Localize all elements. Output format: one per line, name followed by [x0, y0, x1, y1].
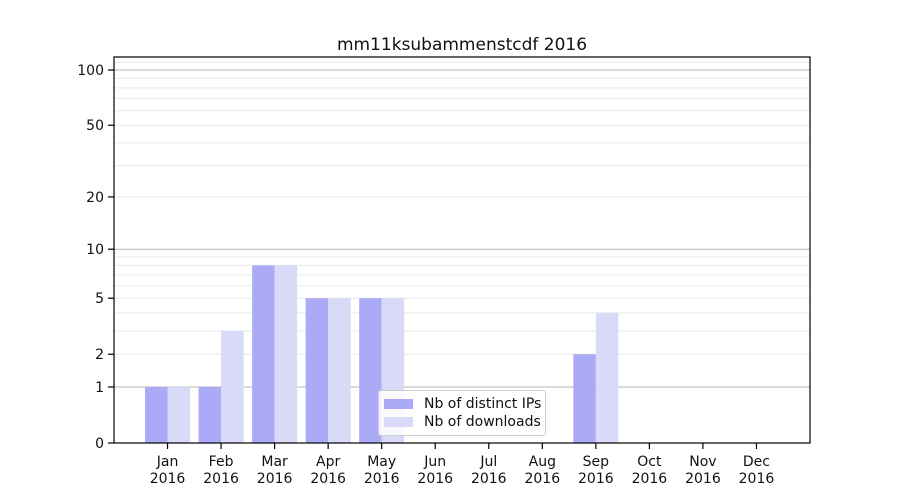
legend-label-downloads: Nb of downloads — [424, 414, 541, 430]
x-tick-label-year-sep: 2016 — [578, 471, 614, 487]
bar-distinct-ips-mar — [252, 265, 275, 443]
y-tick-label-5: 5 — [95, 291, 104, 307]
x-tick-label-year-jul: 2016 — [471, 471, 507, 487]
x-tick-label-month-may: May — [367, 454, 396, 470]
x-tick-label-year-apr: 2016 — [310, 471, 346, 487]
y-tick-label-0: 0 — [95, 436, 104, 452]
bar-downloads-sep — [595, 312, 619, 443]
bar-downloads-apr — [328, 298, 351, 443]
plot-border — [113, 56, 811, 444]
bar-downloads-mar — [274, 265, 298, 443]
bar-distinct-ips-jan — [145, 386, 168, 443]
bar-downloads-feb — [221, 330, 244, 443]
x-tick-label-month-oct: Oct — [637, 454, 662, 470]
bar-distinct-ips-apr — [305, 298, 329, 443]
legend-label-distinct-ips: Nb of distinct IPs — [424, 396, 542, 412]
x-tick-label-month-nov: Nov — [689, 454, 716, 470]
x-tick-label-month-feb: Feb — [209, 454, 234, 470]
x-tick-label-month-dec: Dec — [743, 454, 770, 470]
x-tick-label-month-jun: Jun — [423, 454, 446, 470]
x-tick-label-year-aug: 2016 — [524, 471, 560, 487]
x-tick-label-year-mar: 2016 — [257, 471, 293, 487]
legend-item-distinct-ips: Nb of distinct IPs — [384, 395, 542, 413]
x-tick-label-year-may: 2016 — [364, 471, 400, 487]
x-tick-label-month-apr: Apr — [316, 454, 340, 470]
y-tick-label-10: 10 — [86, 242, 104, 258]
x-tick-label-year-oct: 2016 — [632, 471, 668, 487]
legend-swatch-downloads — [384, 417, 413, 427]
x-tick-label-month-aug: Aug — [529, 454, 556, 470]
bar-downloads-jan — [167, 386, 191, 443]
x-tick-label-year-feb: 2016 — [203, 471, 239, 487]
x-tick-label-year-nov: 2016 — [685, 471, 721, 487]
bar-distinct-ips-may — [359, 298, 382, 443]
legend-swatch-distinct-ips — [384, 399, 413, 409]
bar-distinct-ips-sep — [573, 354, 596, 443]
y-tick-label-20: 20 — [86, 190, 104, 206]
x-tick-label-year-dec: 2016 — [739, 471, 775, 487]
bar-distinct-ips-feb — [198, 386, 222, 443]
legend: Nb of distinct IPs Nb of downloads — [378, 390, 546, 436]
y-tick-label-100: 100 — [77, 63, 104, 79]
chart-title: mm11ksubammenstcdf 2016 — [336, 35, 588, 55]
legend-item-downloads: Nb of downloads — [384, 413, 541, 431]
x-tick-label-year-jan: 2016 — [150, 471, 186, 487]
y-tick-label-2: 2 — [95, 347, 104, 363]
x-tick-label-month-jan: Jan — [156, 454, 179, 470]
x-tick-label-month-sep: Sep — [583, 454, 610, 470]
x-tick-label-month-mar: Mar — [261, 454, 288, 470]
y-tick-label-50: 50 — [86, 118, 104, 134]
y-tick-label-1: 1 — [95, 380, 104, 396]
x-tick-label-year-jun: 2016 — [417, 471, 453, 487]
x-tick-label-month-jul: Jul — [479, 454, 497, 470]
